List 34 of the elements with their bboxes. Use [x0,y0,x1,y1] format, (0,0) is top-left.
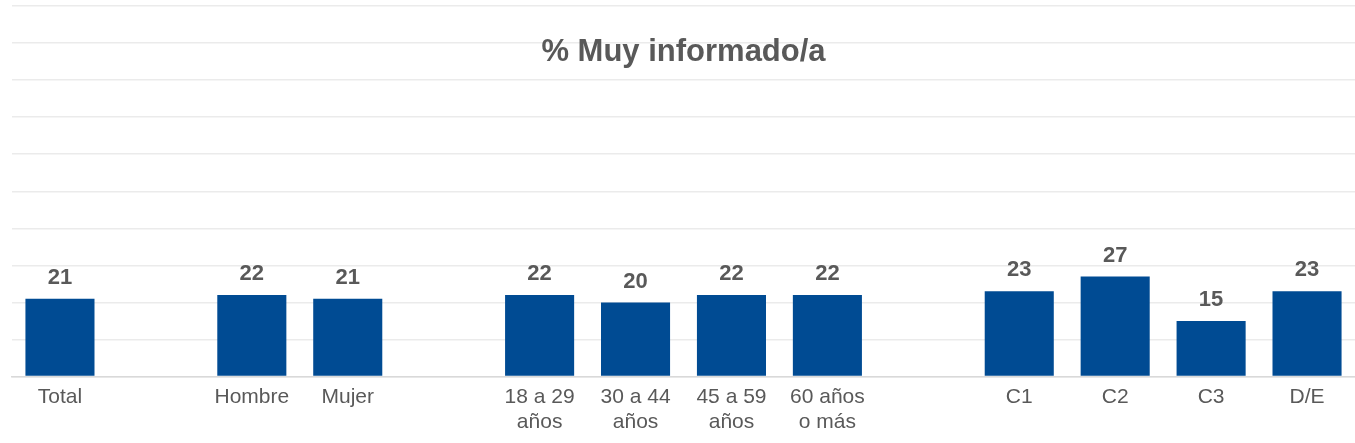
bar [984,291,1054,376]
x-tick-label: Hombre [214,384,290,407]
bar [1272,291,1342,376]
data-label: 23 [1007,256,1032,282]
data-label: 23 [1294,256,1320,282]
x-tick-label: 18 a 29 años [504,384,575,433]
text: % Muy informado/a [541,32,827,68]
data-label: 21 [335,263,360,289]
bar [505,295,575,376]
x-tick-label: D/E [1289,384,1325,407]
data-label: 21 [47,263,73,289]
bar [1176,321,1246,376]
x-tick-label: 60 años o más [790,384,865,433]
bar [313,298,383,376]
x-tick-label: C1 [1005,384,1033,407]
x-tick-label: 45 a 59 años [696,384,767,433]
x-tick-label: C2 [1101,384,1129,407]
data-label: 27 [1102,241,1128,267]
data-label: 15 [1198,286,1224,312]
bar [1080,276,1150,376]
x-tick-label: Total [37,384,83,407]
x-tick-label: C3 [1197,384,1225,407]
bar [696,295,766,376]
x-tick-label: 30 a 44 años [600,384,671,433]
bar [25,298,95,376]
data-label: 20 [623,267,648,293]
x-tick-label: Mujer [321,384,375,407]
data-label: 22 [719,260,744,286]
data-label: 22 [527,260,552,286]
bar [792,295,862,376]
bar [217,295,287,376]
bar [601,302,671,376]
data-label: 22 [815,260,840,286]
data-label: 22 [239,260,265,286]
